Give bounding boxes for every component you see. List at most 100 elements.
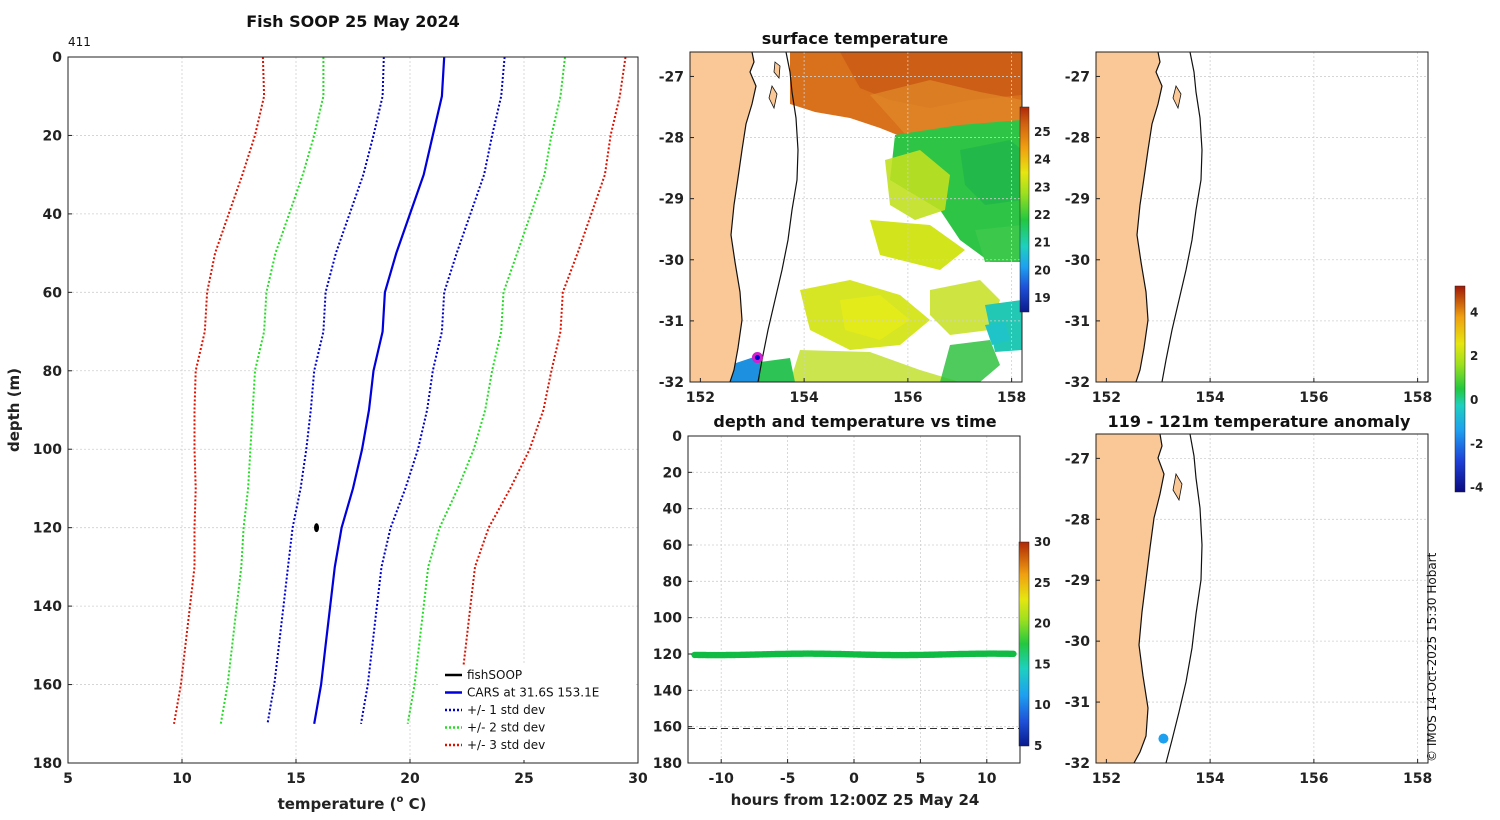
std3-upper-line (453, 56, 627, 724)
std1-upper-line (360, 56, 506, 724)
profile-ticks: 5 10 15 20 25 30 0 20 40 60 80 100 120 140 160 180 (33, 50, 648, 787)
surface-map-ytick-label: -30 (659, 253, 685, 269)
legend-label: +/- 3 std dev (467, 738, 545, 752)
legend-box (439, 665, 635, 760)
sst-colorbar-tick: 20 (1034, 263, 1051, 277)
timeseries-ytick-label: 60 (663, 538, 683, 554)
isobath-line (757, 51, 799, 383)
surface-map-ytick-label: -29 (659, 192, 684, 208)
timeseries-ytick-label: 120 (653, 647, 682, 663)
legend-label: fishSOOP (467, 668, 522, 682)
std2-lower-line (219, 57, 325, 724)
sst-colorbar (1019, 106, 1030, 313)
profile-xlabel: temperature (o C) (278, 794, 427, 813)
profile-xtick-label: 10 (172, 771, 192, 787)
timeseries-xtick-label: -5 (780, 771, 796, 787)
anomaly-colorbar-tick: 0 (1470, 393, 1478, 407)
top-map-xtick-label: 156 (1299, 390, 1328, 406)
anomaly-map-xtick-label: 154 (1196, 771, 1225, 787)
top-map-ytick-label: -31 (1065, 314, 1090, 330)
timeseries-panel: depth and temperature vs time -10 -5 0 5 100… (653, 412, 1051, 809)
profile-ylabel: depth (m) (5, 368, 23, 452)
anomaly-location-marker (1158, 733, 1169, 744)
anomaly-map-title: 119 - 121m temperature anomaly (1108, 412, 1411, 431)
timeseries-ytick-label: 100 (653, 611, 682, 627)
anomaly-map-ytick-label: -32 (1065, 756, 1090, 772)
std3-lower-line (173, 56, 266, 724)
surface-map-title: surface temperature (762, 29, 949, 48)
profile-ytick-label: 160 (33, 678, 62, 694)
profile-ytick-label: 80 (43, 364, 63, 380)
sst-colorbar-ticks: 25 24 23 22 21 20 19 (1034, 125, 1051, 305)
profile-legend: fishSOOP CARS at 31.6S 153.1E +/- 1 std de… (439, 665, 635, 760)
surface-map-xtick-label: 152 (686, 390, 715, 406)
profile-ytick-label: 40 (43, 207, 63, 223)
sst-colorbar-tick: 24 (1034, 153, 1051, 167)
anomaly-map-ytick-label: -29 (1065, 573, 1090, 589)
sst-colorbar-tick: 23 (1034, 180, 1051, 194)
top-map-ytick-label: -28 (1065, 131, 1090, 147)
timeseries-xtick-label: 10 (977, 771, 997, 787)
legend-label: +/- 1 std dev (467, 703, 545, 717)
sst-colorbar-tick: 25 (1034, 125, 1051, 139)
timeseries-ytick-label: 0 (672, 429, 682, 445)
std2-upper-line (406, 56, 566, 724)
temperature-colorbar-tick: 15 (1034, 657, 1051, 671)
anomaly-map-land (1096, 433, 1203, 764)
surface-map-ytick-label: -32 (659, 375, 684, 391)
sst-colorbar-tick: 22 (1034, 208, 1051, 222)
surface-map-ytick-label: -28 (659, 131, 684, 147)
temperature-colorbar-tick: 5 (1034, 739, 1042, 753)
cars-line (313, 56, 446, 724)
profile-frame (67, 56, 639, 764)
profile-ytick-label: 0 (52, 50, 62, 66)
temperature-colorbar-tick: 10 (1034, 698, 1051, 712)
anomaly-colorbar (1454, 285, 1466, 493)
profile-xtick-label: 20 (400, 771, 420, 787)
top-map-xtick-label: 154 (1196, 390, 1225, 406)
timeseries-ytick-label: 20 (663, 465, 683, 481)
anomaly-map-frame (1095, 433, 1429, 764)
temperature-colorbar-tick: 20 (1034, 617, 1051, 631)
std1-lower-line (266, 56, 385, 724)
anomaly-colorbar-tick: 4 (1470, 305, 1478, 319)
anomaly-colorbar-tick: 2 (1470, 349, 1478, 363)
anomaly-map-xtick-label: 158 (1403, 771, 1432, 787)
timeseries-points (691, 650, 1017, 659)
top-right-map-panel: 152 154 156 158 -27 -28 -29 -30 -31 -32 (1065, 51, 1433, 406)
top-map-ytick-label: -32 (1065, 375, 1090, 391)
top-map-ytick-label: -30 (1065, 253, 1091, 269)
surface-map-panel: surface temperature (659, 29, 1051, 406)
surface-map-ticks: 152 154 156 158 -27 -28 -29 -30 -31 -32 (659, 69, 1027, 406)
timeseries-ytick-label: 160 (653, 720, 682, 736)
surface-map-xtick-label: 158 (997, 390, 1026, 406)
top-map-ytick-label: -27 (1065, 69, 1090, 85)
credit-text: © IMOS 14-Oct-2025 15:30 Hobart (1425, 552, 1439, 762)
corner-label: 411 (68, 35, 91, 49)
top-map-ticks: 152 154 156 158 -27 -28 -29 -30 -31 -32 (1065, 69, 1433, 406)
temperature-colorbar-tick: 30 (1034, 535, 1051, 549)
timeseries-ytick-label: 80 (663, 574, 683, 590)
timeseries-point (1010, 650, 1017, 657)
profile-ytick-label: 20 (43, 128, 63, 144)
sst-colorbar-tick: 21 (1034, 236, 1051, 250)
profile-ytick-label: 140 (33, 599, 62, 615)
profile-lines (173, 56, 627, 724)
profile-panel: Fish SOOP 25 May 2024 411 5 10 15 20 25 30 0 20… (5, 12, 648, 813)
legend-label: CARS at 31.6S 153.1E (467, 686, 599, 700)
top-map-xtick-label: 158 (1403, 390, 1432, 406)
profile-title: Fish SOOP 25 May 2024 (246, 12, 460, 31)
profile-xtick-label: 25 (514, 771, 533, 787)
fishsoop-location-marker (751, 352, 763, 364)
fishsoop-point (314, 523, 320, 533)
top-map-xtick-label: 152 (1092, 390, 1121, 406)
anomaly-map-xtick-label: 156 (1299, 771, 1328, 787)
anomaly-map-ytick-label: -30 (1065, 634, 1091, 650)
top-map-frame (1095, 51, 1429, 383)
top-map-ytick-label: -29 (1065, 192, 1090, 208)
timeseries-xtick-label: 0 (849, 771, 859, 787)
top-map-land (1096, 51, 1203, 383)
anomaly-map-ticks: 152 154 156 158 -27 -28 -29 -30 -31 -32 (1065, 451, 1433, 787)
anomaly-colorbar-tick: -2 (1470, 437, 1483, 451)
